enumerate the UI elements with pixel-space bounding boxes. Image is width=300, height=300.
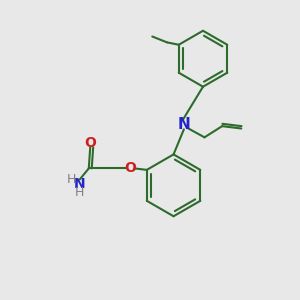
Text: N: N: [178, 118, 190, 133]
Text: O: O: [124, 161, 136, 176]
Text: N: N: [74, 177, 85, 191]
Text: H: H: [75, 186, 84, 199]
Text: H: H: [66, 173, 76, 186]
Text: O: O: [84, 136, 96, 150]
